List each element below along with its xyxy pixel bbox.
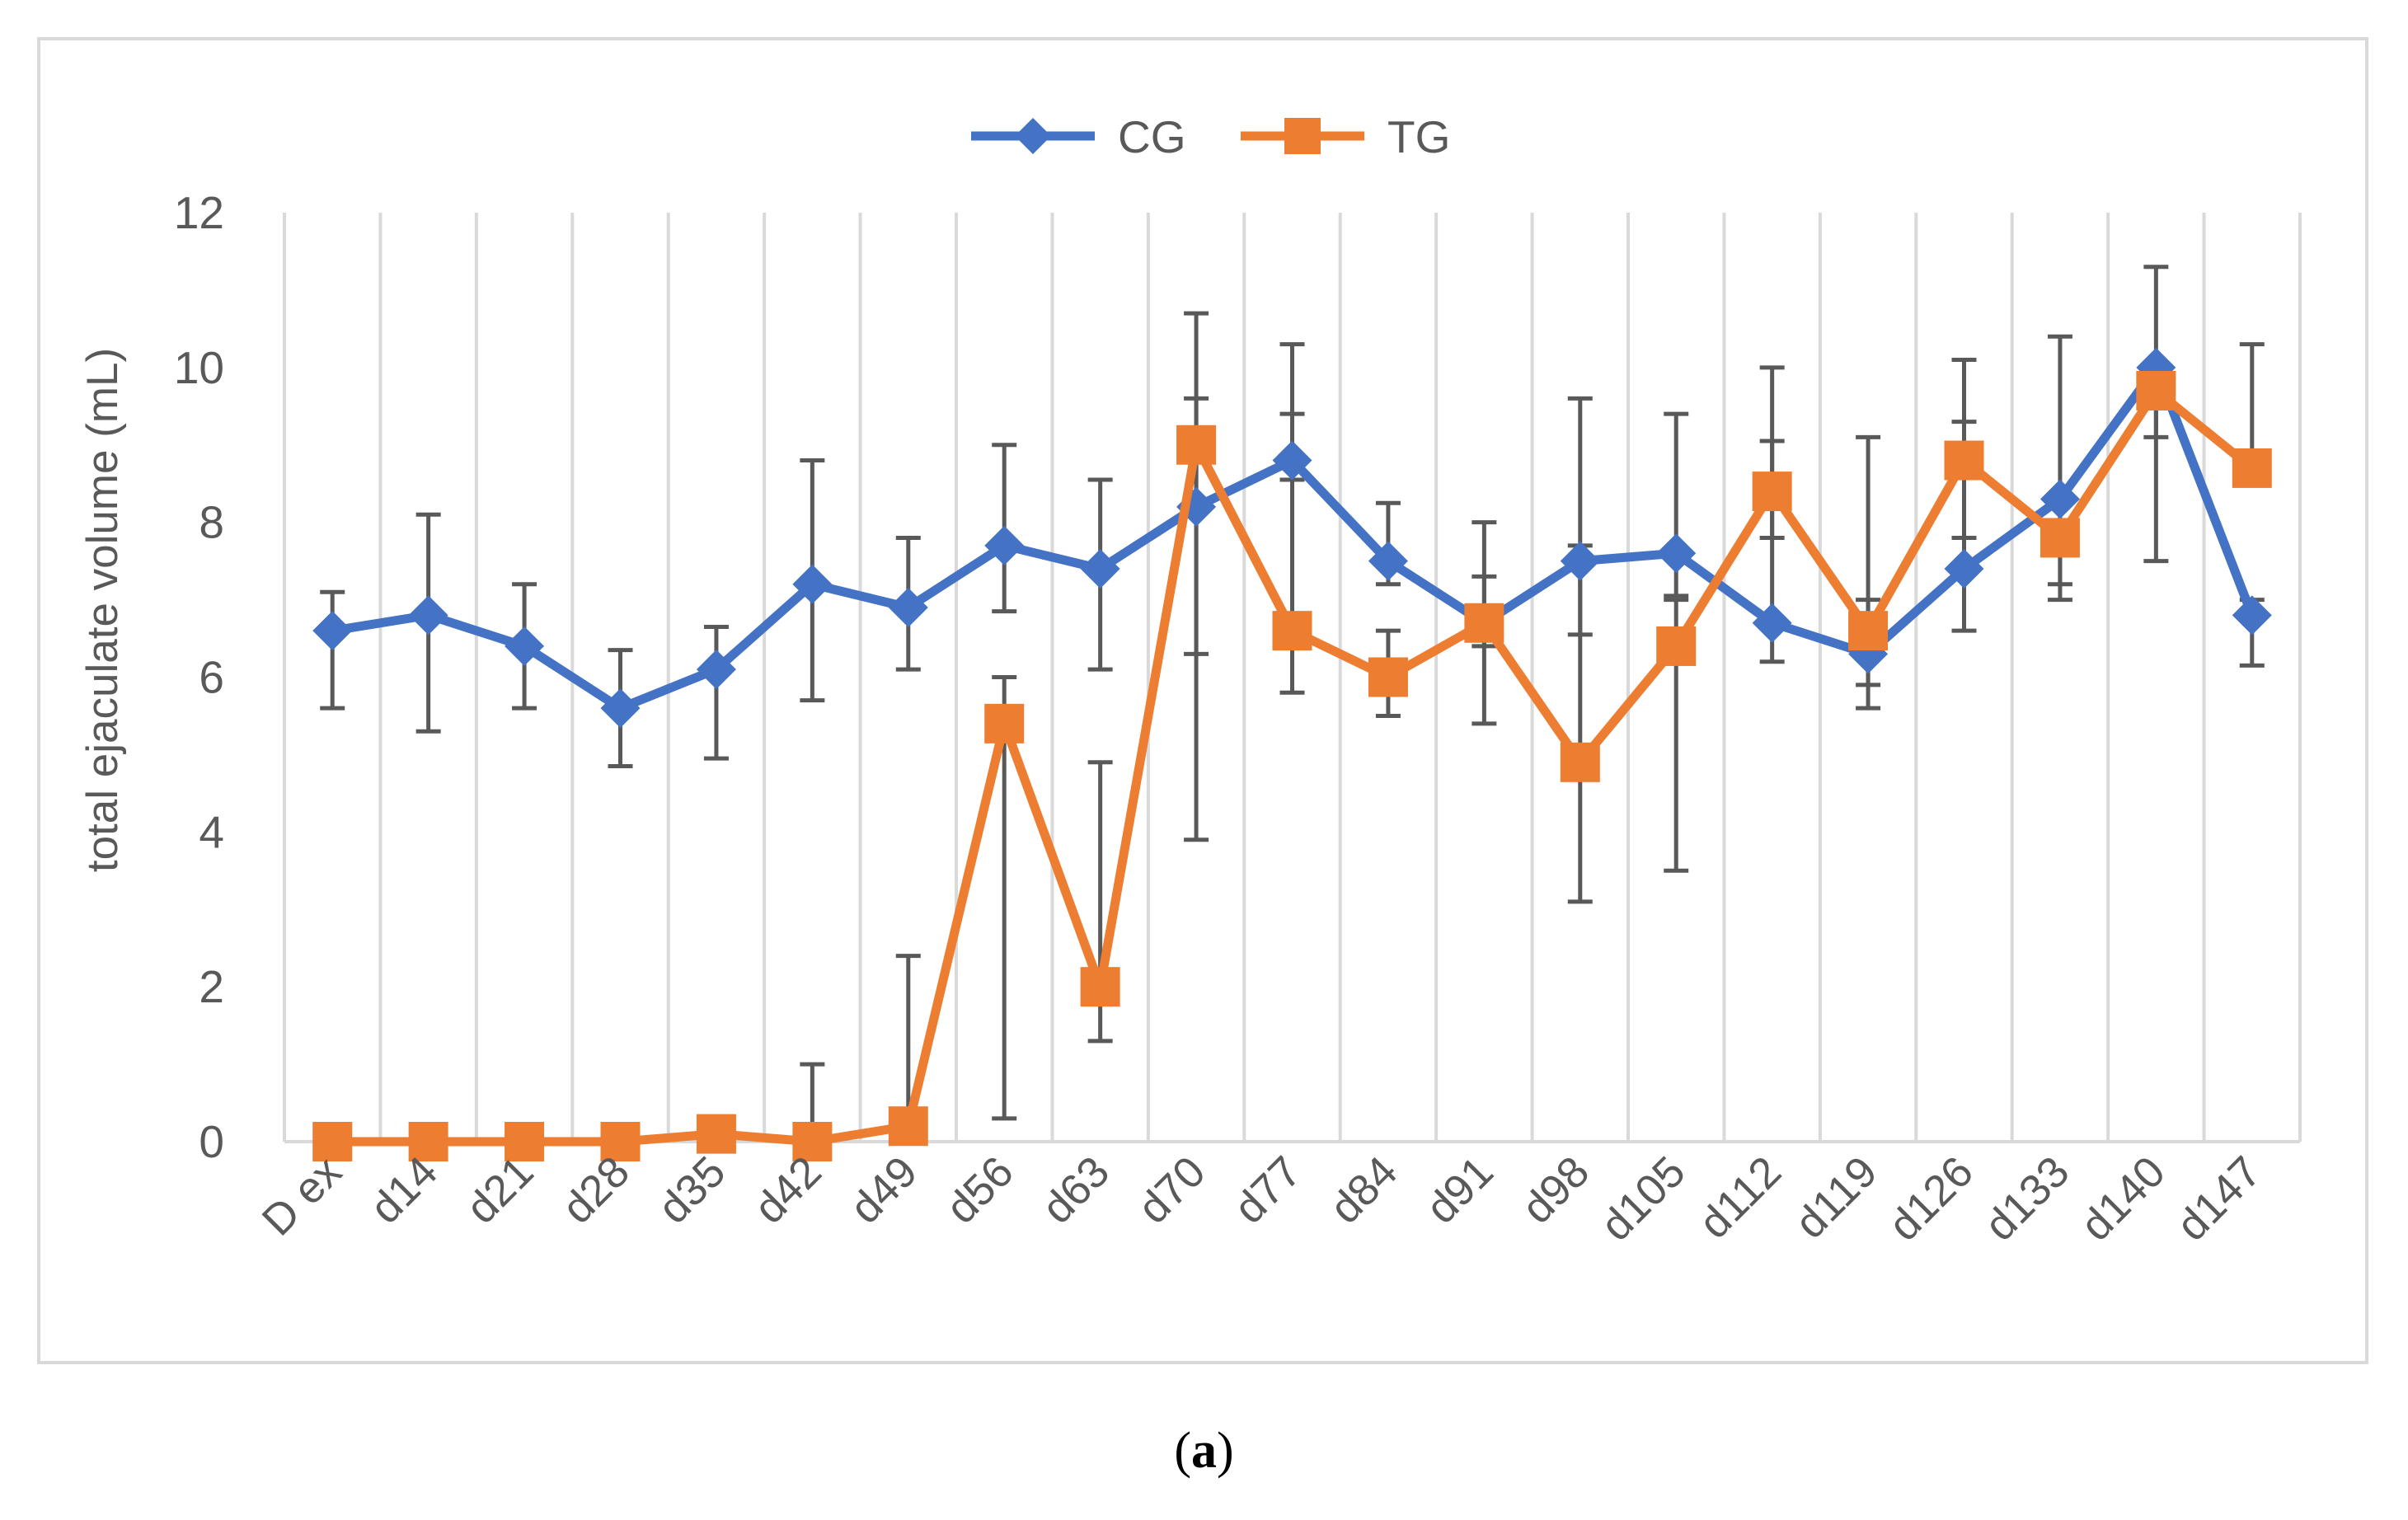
point-TG-14 bbox=[1656, 626, 1697, 666]
y-axis-label: total ejaculate volume (mL) bbox=[78, 348, 127, 872]
x-tick-label-9: d70 bbox=[1129, 1147, 1214, 1233]
x-tick-label-0: D ex bbox=[253, 1147, 351, 1246]
y-tick-label-12: 12 bbox=[174, 187, 224, 238]
error-bar-TG-9 bbox=[1184, 311, 1209, 842]
x-tick-label-11: d84 bbox=[1321, 1147, 1406, 1233]
caption-open: ( bbox=[1174, 1423, 1191, 1479]
point-TG-19 bbox=[2136, 371, 2176, 411]
x-tick-label-4: d35 bbox=[649, 1147, 735, 1233]
point-TG-5 bbox=[792, 1122, 833, 1161]
point-TG-6 bbox=[888, 1106, 928, 1147]
x-tick-label-15: d112 bbox=[1690, 1147, 1791, 1248]
point-TG-17 bbox=[1944, 440, 1984, 481]
point-CG-5 bbox=[792, 564, 833, 604]
point-TG-18 bbox=[2040, 518, 2080, 558]
point-TG-10 bbox=[1272, 611, 1312, 651]
point-CG-0 bbox=[312, 611, 353, 651]
x-tick-label-8: d63 bbox=[1033, 1147, 1119, 1233]
point-CG-8 bbox=[1080, 549, 1120, 589]
x-tick-label-10: d77 bbox=[1225, 1147, 1311, 1233]
figure-caption: (a) bbox=[0, 1422, 2408, 1480]
point-TG-13 bbox=[1560, 742, 1600, 782]
x-tick-label-19: d140 bbox=[2072, 1147, 2175, 1250]
point-TG-11 bbox=[1368, 657, 1408, 697]
legend: CG TG bbox=[971, 111, 1450, 162]
caption-close: ) bbox=[1217, 1423, 1234, 1479]
series-TG bbox=[312, 371, 2272, 1161]
legend-marker-TG bbox=[1284, 118, 1321, 154]
legend-marker-CG bbox=[1015, 118, 1051, 154]
point-CG-20 bbox=[2232, 595, 2272, 636]
point-TG-3 bbox=[600, 1122, 641, 1161]
y-tick-label-6: 6 bbox=[199, 652, 224, 703]
legend-item-TG: TG bbox=[1241, 111, 1450, 162]
point-CG-6 bbox=[888, 587, 928, 627]
point-CG-2 bbox=[505, 626, 545, 666]
point-CG-15 bbox=[1752, 603, 1792, 643]
point-TG-16 bbox=[1848, 611, 1889, 651]
x-tick-label-14: d105 bbox=[1592, 1147, 1695, 1250]
y-tick-label-10: 10 bbox=[174, 342, 224, 393]
point-TG-4 bbox=[696, 1114, 736, 1154]
error-bar-TG-13 bbox=[1567, 543, 1593, 904]
x-tick-label-17: d126 bbox=[1880, 1147, 1983, 1250]
legend-item-CG: CG bbox=[971, 111, 1186, 162]
y-tick-label-8: 8 bbox=[199, 497, 224, 548]
point-TG-8 bbox=[1080, 967, 1120, 1007]
x-tick-label-20: d147 bbox=[2167, 1147, 2270, 1250]
point-CG-3 bbox=[600, 688, 641, 729]
gridlines bbox=[283, 213, 2302, 1142]
x-tick-label-18: d133 bbox=[1975, 1147, 2078, 1250]
error-bar-CG-4 bbox=[703, 624, 729, 761]
point-TG-12 bbox=[1464, 603, 1504, 643]
point-CG-13 bbox=[1560, 541, 1600, 581]
point-TG-2 bbox=[505, 1122, 545, 1161]
point-TG-15 bbox=[1752, 471, 1792, 512]
x-tick-label-16: d119 bbox=[1786, 1147, 1886, 1248]
x-tick-label-7: d56 bbox=[936, 1147, 1022, 1233]
point-TG-9 bbox=[1176, 425, 1217, 465]
y-tick-label-4: 4 bbox=[199, 806, 224, 857]
point-CG-1 bbox=[408, 595, 448, 636]
point-TG-7 bbox=[984, 703, 1025, 744]
point-CG-18 bbox=[2040, 479, 2080, 519]
point-TG-20 bbox=[2232, 448, 2272, 488]
series bbox=[312, 347, 2272, 1161]
point-CG-11 bbox=[1368, 541, 1408, 581]
x-tick-label-12: d91 bbox=[1417, 1147, 1503, 1233]
legend-label-TG: TG bbox=[1387, 111, 1450, 162]
point-CG-17 bbox=[1944, 549, 1984, 589]
point-CG-10 bbox=[1272, 440, 1312, 481]
point-CG-4 bbox=[696, 650, 736, 690]
point-TG-1 bbox=[408, 1122, 448, 1161]
point-TG-0 bbox=[312, 1122, 353, 1161]
y-tick-label-2: 2 bbox=[199, 961, 224, 1012]
y-tick-label-0: 0 bbox=[199, 1116, 224, 1167]
point-CG-7 bbox=[984, 525, 1025, 565]
error-bar-TG-7 bbox=[992, 675, 1017, 1121]
x-tick-label-6: d49 bbox=[841, 1147, 927, 1233]
caption-letter: a bbox=[1191, 1423, 1217, 1479]
point-CG-14 bbox=[1656, 533, 1697, 574]
x-tick-label-13: d98 bbox=[1513, 1147, 1598, 1233]
legend-label-CG: CG bbox=[1118, 111, 1186, 162]
